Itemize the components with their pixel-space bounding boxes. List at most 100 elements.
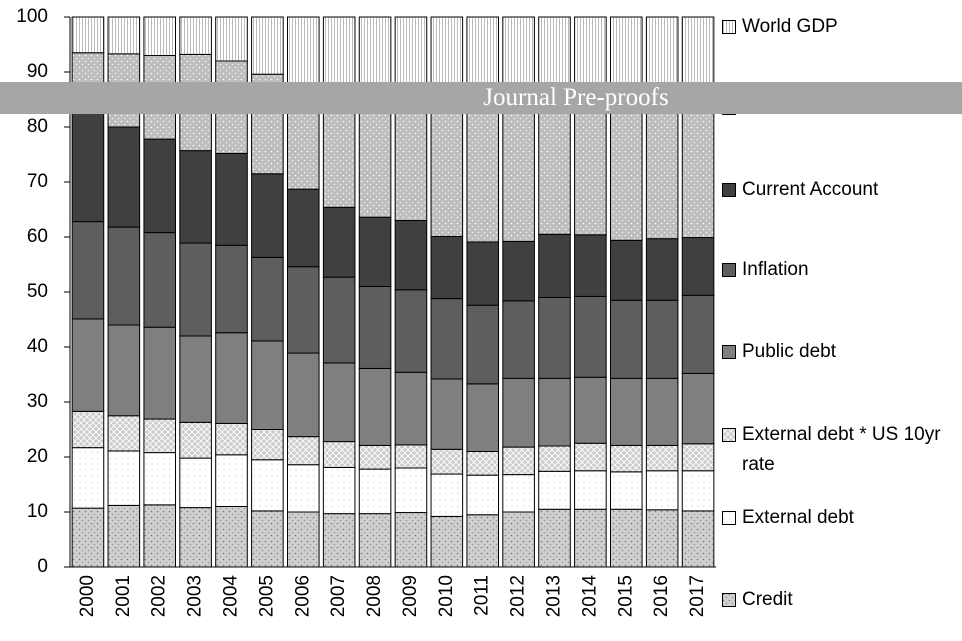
bar-segment [394, 371, 428, 446]
bar-segment [574, 442, 607, 472]
bar-segment [466, 241, 500, 306]
legend-swatch [722, 428, 736, 442]
bar-segment [107, 16, 141, 55]
bar-segment [322, 441, 356, 468]
bar-segment [609, 377, 643, 446]
x-tick-label: 2010 [436, 575, 457, 617]
bar-segment [71, 507, 105, 568]
bar-segment [251, 340, 284, 431]
x-tick-label: 2016 [651, 575, 672, 617]
bar-segment [358, 468, 392, 515]
bar-segment [394, 512, 428, 568]
bar-segment [681, 510, 715, 568]
legend-label: External debt * US 10yr rate [742, 424, 941, 475]
bar-segment [466, 514, 500, 568]
x-tick-label: 2011 [472, 575, 493, 616]
x-tick-label: 2014 [579, 575, 600, 618]
x-tick-label: 2009 [400, 575, 421, 617]
bar-segment [286, 16, 320, 89]
legend-swatch [722, 183, 736, 197]
legend-label: External debt [742, 507, 854, 528]
legend-item: Credit [722, 585, 958, 615]
bar-segment [538, 445, 571, 472]
legend-item: Current Account [722, 175, 958, 205]
legend-item: External debt [722, 503, 958, 533]
bar-segment [107, 450, 141, 506]
y-tick-label: 50 [27, 281, 48, 302]
bar-segment [251, 16, 284, 75]
bar-segment [358, 513, 392, 568]
bar-segment [322, 466, 356, 515]
bar-segment [179, 457, 212, 509]
bar-segment [645, 238, 679, 301]
bar-segment [215, 332, 248, 424]
bar-segment [502, 16, 535, 89]
y-tick-label: 60 [27, 226, 48, 247]
y-tick-label: 20 [27, 446, 48, 467]
bar-segment [609, 444, 643, 473]
bar-segment [394, 289, 428, 373]
legend-item: World GDP [722, 12, 958, 42]
bar-segment [645, 470, 679, 511]
bar-segment [286, 436, 320, 466]
bar-segment [107, 324, 141, 417]
bar-segment [179, 335, 212, 423]
bar-segment [179, 507, 212, 568]
bar-segment [107, 415, 141, 452]
bar-segment [215, 506, 248, 568]
bar-segment [430, 515, 464, 568]
x-tick-label: 2015 [615, 575, 636, 617]
bar-segment [179, 16, 212, 55]
bar-segment [645, 444, 679, 472]
y-tick-label: 10 [27, 501, 48, 522]
bar-segment [466, 451, 500, 476]
bar-segment [466, 383, 500, 453]
x-tick-label: 2008 [364, 575, 385, 617]
bar-segment [538, 233, 571, 298]
bar-segment [322, 513, 356, 568]
legend-swatch [722, 345, 736, 359]
y-tick-label: 0 [37, 556, 48, 577]
bar-segment [430, 16, 464, 89]
bar-segment [286, 266, 320, 354]
bar-segment [538, 16, 571, 89]
bar-segment [430, 448, 464, 475]
bar-segment [143, 232, 177, 328]
bar-segment [466, 474, 500, 516]
bar-segment [71, 96, 105, 223]
bar-segment [251, 256, 284, 342]
legend-label: Inflation [742, 259, 809, 280]
legend-item: Public debt [722, 337, 958, 367]
y-tick-label: 30 [27, 391, 48, 412]
bar-segment [574, 508, 607, 568]
bar-segment [71, 318, 105, 412]
bar-segment [502, 240, 535, 302]
bar-segment [322, 362, 356, 443]
bar-segment [286, 188, 320, 268]
x-tick-label: 2001 [113, 575, 134, 617]
bar-segment [394, 16, 428, 89]
bar-segment [215, 152, 248, 246]
bar-segment [215, 422, 248, 456]
y-tick-label: 70 [27, 171, 48, 192]
bar-segment [609, 508, 643, 568]
bar-segment [574, 295, 607, 378]
bar-segment [681, 470, 715, 512]
bar-segment [609, 239, 643, 301]
legend-label: Credit [742, 589, 793, 610]
bar-segment [143, 16, 177, 56]
bar-segment [394, 444, 428, 469]
bar-segment [609, 471, 643, 510]
bar-segment [574, 376, 607, 444]
bar-segment [286, 511, 320, 568]
bar-segment [645, 377, 679, 446]
bar-segment [143, 418, 177, 454]
bar-segment [143, 326, 177, 420]
y-tick-label: 80 [27, 116, 48, 137]
legend-swatch [722, 263, 736, 277]
bar-segment [609, 16, 643, 89]
bar-segment [645, 16, 679, 89]
bar-segment [681, 237, 715, 296]
bar-segment [358, 444, 392, 470]
